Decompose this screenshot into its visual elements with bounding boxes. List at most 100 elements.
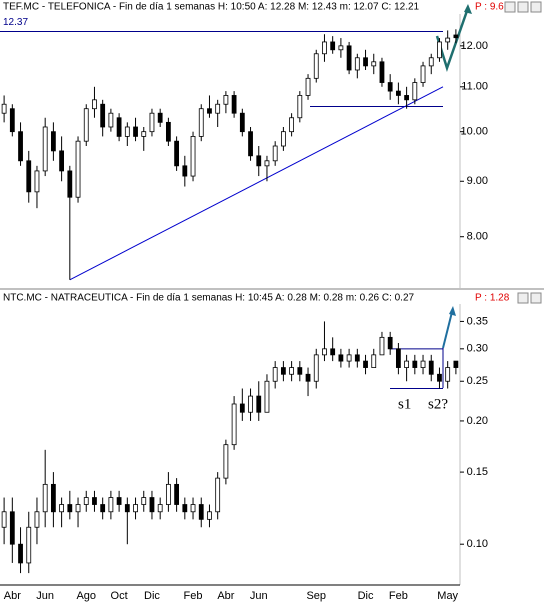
- candle-body: [190, 136, 196, 177]
- candle-body: [437, 41, 442, 59]
- candle-body: [223, 95, 229, 105]
- candle-body: [453, 34, 459, 39]
- candle-body: [9, 108, 15, 133]
- candle-body: [322, 41, 327, 55]
- candle-body: [379, 336, 385, 356]
- candle-body: [264, 380, 270, 413]
- candle-body: [75, 504, 81, 513]
- x-tick-label: Dic: [358, 590, 374, 602]
- candle-body: [445, 37, 451, 43]
- candle-body: [437, 373, 442, 382]
- candle-body: [280, 131, 286, 147]
- x-tick-label: Jun: [36, 590, 54, 602]
- button[interactable]: [530, 1, 542, 13]
- candle-body: [133, 126, 138, 137]
- candle-body: [354, 57, 360, 71]
- candle-body: [42, 126, 48, 172]
- x-tick-label: May: [437, 590, 458, 602]
- button[interactable]: [517, 292, 529, 304]
- y-tick-label: 0.25: [467, 375, 488, 387]
- candle-body: [83, 497, 89, 505]
- candle-body: [420, 360, 426, 368]
- candle-body: [165, 121, 171, 142]
- candle-body: [363, 360, 368, 368]
- button[interactable]: [504, 1, 516, 13]
- candle-body: [157, 504, 163, 513]
- y-tick-label: 0.30: [467, 343, 488, 355]
- annotation: s2?: [428, 396, 448, 412]
- candle-body: [141, 131, 147, 137]
- candle-body: [387, 336, 393, 350]
- y-tick-label: 0.15: [467, 466, 488, 478]
- candle-body: [453, 360, 459, 368]
- candle-body: [420, 65, 426, 83]
- y-tick-label: 0.10: [467, 538, 488, 550]
- candle-body: [34, 511, 40, 528]
- candle-body: [387, 82, 393, 92]
- candle-body: [198, 504, 204, 520]
- candle-body: [157, 112, 163, 123]
- candle-body: [412, 360, 418, 368]
- candle-body: [354, 354, 360, 362]
- candle-body: [379, 61, 385, 83]
- candle-body: [248, 131, 253, 157]
- y-tick-label: 9.00: [467, 175, 488, 187]
- candle-body: [371, 354, 377, 368]
- candle-body: [330, 41, 336, 51]
- candle-body: [50, 483, 56, 513]
- candle-body: [313, 53, 319, 79]
- candle-body: [346, 45, 352, 71]
- candle-body: [108, 497, 114, 513]
- candle-body: [75, 140, 81, 198]
- y-tick-label: 10.00: [460, 126, 488, 138]
- candle-body: [92, 497, 97, 505]
- arrow-head: [449, 306, 456, 316]
- candle-body: [59, 504, 65, 513]
- x-tick-label: Feb: [184, 590, 203, 602]
- candle-body: [313, 354, 319, 382]
- candle-body: [264, 160, 270, 167]
- candle-body: [92, 99, 97, 110]
- candle-body: [297, 367, 303, 375]
- candle-body: [363, 57, 368, 67]
- candle-body: [322, 348, 327, 356]
- candle-body: [100, 504, 106, 513]
- candle-body: [395, 90, 401, 96]
- candle-body: [149, 497, 155, 513]
- candle-body: [428, 57, 434, 67]
- candle-body: [248, 395, 253, 413]
- candle-body: [124, 126, 130, 137]
- candle-body: [239, 112, 245, 133]
- candle-body: [1, 103, 7, 114]
- candle-body: [108, 112, 114, 128]
- x-tick-label: Abr: [217, 590, 234, 602]
- candle-body: [223, 444, 229, 479]
- button[interactable]: [530, 292, 542, 304]
- candle-body: [149, 112, 155, 133]
- y-tick-label: 11.00: [461, 81, 488, 93]
- candle-body: [445, 367, 451, 382]
- candle-body: [9, 511, 15, 545]
- x-tick-label: Oct: [111, 590, 128, 602]
- trendline: [69, 86, 444, 281]
- candle-body: [198, 108, 204, 137]
- candle-body: [289, 117, 295, 133]
- level-label: 12.37: [3, 17, 28, 28]
- candle-body: [182, 165, 188, 177]
- candle-body: [280, 367, 286, 375]
- window-buttons[interactable]: [504, 1, 542, 304]
- x-tick-label: Ago: [76, 590, 96, 602]
- hand-drawn-arrow: [442, 311, 453, 349]
- button[interactable]: [517, 1, 529, 13]
- price-label: P : 9.6: [475, 2, 504, 13]
- y-tick-label: 12.00: [460, 40, 488, 52]
- candle-body: [330, 348, 336, 356]
- candle-body: [174, 140, 180, 167]
- candle-body: [346, 354, 352, 362]
- candle-body: [207, 511, 212, 520]
- candle-body: [256, 155, 262, 167]
- candle-body: [67, 504, 73, 513]
- candle-body: [141, 497, 147, 505]
